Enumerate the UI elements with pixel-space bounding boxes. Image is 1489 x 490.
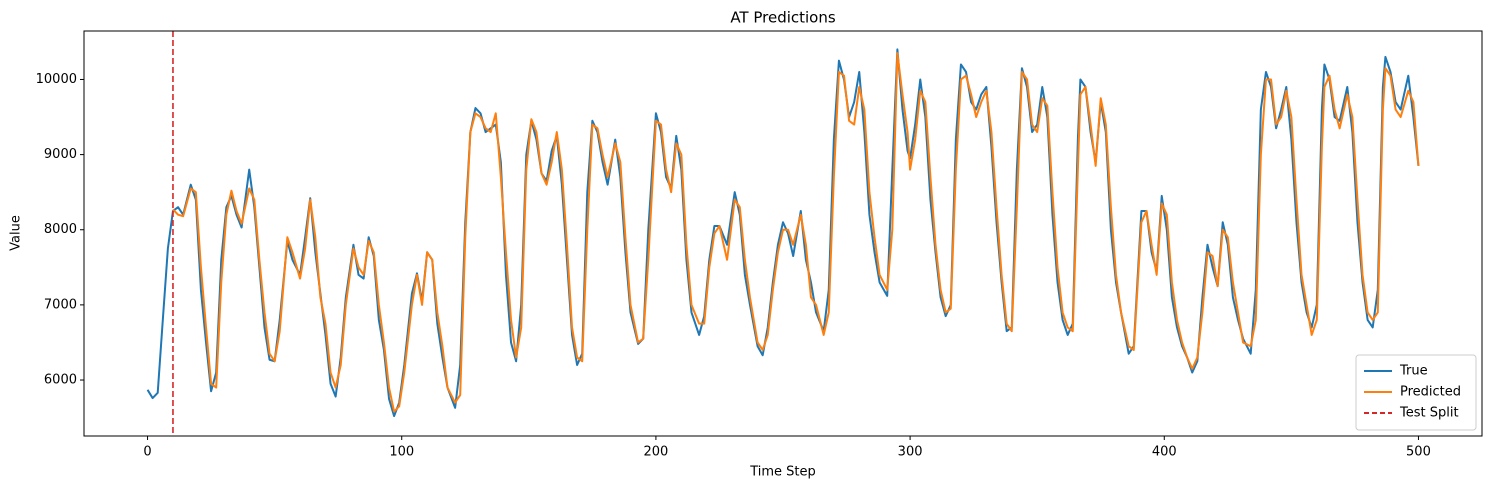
legend-label: True — [1399, 364, 1428, 379]
x-tick-label: 100 — [389, 445, 414, 460]
chart-title: AT Predictions — [730, 9, 836, 27]
x-tick-label: 0 — [143, 445, 151, 460]
x-tick-label: 500 — [1406, 445, 1431, 460]
y-tick-label: 10000 — [36, 72, 77, 87]
legend-box — [1355, 354, 1477, 431]
y-tick-label: 6000 — [44, 373, 77, 388]
y-axis-label: Value — [9, 215, 24, 251]
plot-frame — [83, 30, 1483, 437]
x-tick-label: 300 — [898, 445, 923, 460]
y-tick-label: 9000 — [44, 147, 77, 162]
legend-label: Predicted — [1400, 385, 1461, 400]
x-axis-label: Time Step — [749, 465, 816, 480]
x-tick-label: 400 — [1152, 445, 1177, 460]
x-tick-label: 200 — [643, 445, 668, 460]
legend-label: Test Split — [1399, 406, 1459, 421]
y-tick-label: 8000 — [44, 222, 77, 237]
data-line — [172, 52, 1420, 413]
y-tick-label: 7000 — [44, 297, 77, 312]
